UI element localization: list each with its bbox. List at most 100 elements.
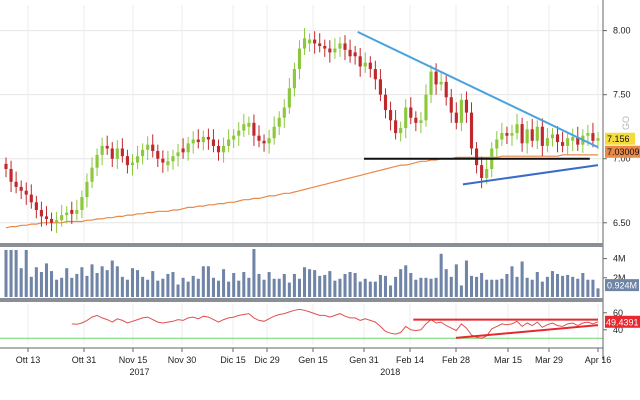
candle-body — [586, 133, 590, 136]
candle-body — [474, 148, 479, 166]
volume-bar — [146, 279, 150, 297]
volume-bar — [389, 285, 393, 297]
volume-bar — [151, 271, 155, 297]
volume-bar — [348, 272, 352, 297]
candle-body — [515, 124, 519, 134]
candle-body — [181, 148, 185, 153]
volume-bar — [469, 275, 474, 297]
candle-body — [394, 120, 398, 134]
x-tick-label: Feb 28 — [442, 355, 470, 365]
volume-ytick-label: 4M — [613, 254, 626, 264]
volume-bar — [24, 249, 28, 297]
candle-body — [9, 168, 13, 182]
rsi-last-value: 49.4391 — [606, 317, 639, 327]
x-tick-label: Feb 14 — [396, 355, 424, 365]
candle-body — [459, 99, 463, 123]
x-tick-label: Mar 15 — [494, 355, 522, 365]
volume-bar — [373, 281, 377, 297]
volume-bar — [60, 277, 64, 297]
candle-body — [368, 62, 372, 70]
candle-body — [70, 209, 74, 214]
volume-bar — [196, 278, 200, 297]
volume-bar — [399, 269, 403, 297]
candle-body — [520, 124, 524, 144]
volume-bar — [485, 279, 489, 297]
candle-body — [80, 197, 84, 210]
candle-body — [454, 112, 458, 123]
volume-bar — [292, 273, 296, 297]
candle-body — [277, 117, 281, 127]
volume-bar — [358, 281, 362, 297]
candle-body — [571, 136, 575, 141]
candle-body — [176, 152, 180, 157]
candle-body — [378, 79, 382, 95]
volume-bar — [206, 266, 210, 297]
volume-bar — [520, 261, 524, 297]
candle-body — [383, 94, 388, 111]
ma-value: 7.03009 — [607, 147, 640, 157]
volume-bar — [475, 276, 479, 297]
volume-bar — [136, 270, 140, 297]
volume-bar — [156, 280, 160, 297]
volume-bar — [378, 274, 382, 297]
volume-bar — [586, 279, 590, 297]
volume-bar — [545, 276, 549, 297]
volume-bar — [19, 268, 23, 297]
candle-body — [211, 139, 216, 146]
volume-bar — [85, 275, 89, 297]
volume-bar — [495, 279, 499, 297]
candle-body — [535, 126, 539, 141]
candle-body — [237, 130, 241, 136]
candle-body — [151, 144, 155, 152]
candle-body — [414, 117, 418, 123]
volume-bar — [338, 278, 342, 297]
candle-body — [292, 69, 296, 89]
volume-bar — [596, 288, 600, 297]
volume-bar — [9, 249, 13, 297]
volume-bar — [561, 275, 565, 297]
volume-bar — [191, 275, 195, 297]
candle-body — [242, 124, 246, 131]
volume-bar — [459, 285, 463, 297]
candle-body — [227, 139, 231, 146]
candle-body — [373, 69, 377, 80]
panel-separator — [0, 298, 603, 302]
volume-bar — [115, 266, 119, 297]
candle-body — [419, 120, 423, 123]
price-ytick-label: 8.00 — [613, 26, 631, 36]
volume-bar — [323, 274, 327, 297]
volume-bar — [581, 273, 585, 297]
volume-bar — [480, 273, 484, 297]
volume-bar — [368, 281, 372, 297]
candle-body — [464, 99, 469, 113]
volume-bar — [515, 276, 519, 297]
volume-bar — [110, 260, 114, 297]
year-label: 2017 — [130, 367, 150, 377]
volume-bar — [181, 277, 185, 297]
candle-body — [444, 81, 448, 98]
volume-bar — [576, 278, 580, 297]
volume-bar — [556, 273, 560, 297]
volume-bar — [227, 281, 231, 297]
candle-body — [60, 215, 64, 221]
volume-bar — [343, 273, 347, 297]
candle-body — [14, 181, 18, 187]
volume-bar — [70, 277, 74, 297]
volume-bar — [4, 249, 8, 297]
candle-body — [308, 39, 312, 44]
candle-body — [449, 97, 453, 113]
candle-body — [49, 218, 54, 223]
candle-body — [257, 135, 261, 141]
volume-bar — [257, 273, 261, 297]
volume-bar — [130, 268, 135, 297]
volume-bar — [95, 273, 99, 297]
volume-bar — [237, 280, 241, 297]
candle-body — [166, 161, 170, 166]
candle-body — [399, 127, 403, 134]
volume-bar — [222, 269, 226, 297]
last-price-box — [605, 132, 635, 145]
volume-bar — [39, 272, 43, 297]
candle-body — [34, 202, 38, 210]
candle-body — [313, 39, 317, 44]
